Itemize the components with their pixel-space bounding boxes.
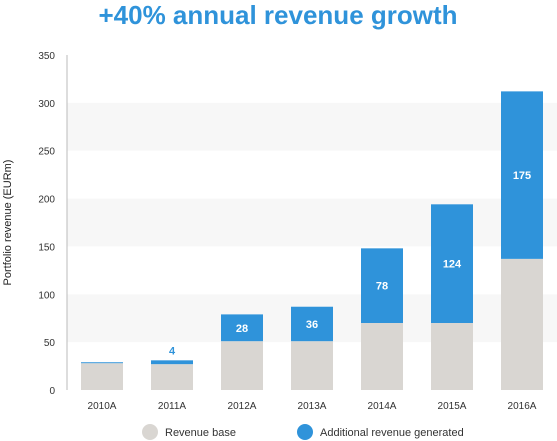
data-label: 78 (376, 281, 388, 293)
bar-revenue-base (431, 323, 473, 390)
chart-title: +40% annual revenue growth (98, 0, 457, 30)
y-tick-label: 0 (49, 386, 55, 397)
x-tick-label: 2016A (508, 401, 537, 412)
legend-label: Revenue base (165, 427, 236, 439)
x-tick-label: 2010A (88, 401, 117, 412)
data-label: 175 (513, 170, 531, 182)
data-label: 28 (236, 323, 248, 335)
y-tick-label: 50 (44, 338, 56, 349)
bar-additional-revenue (291, 306, 333, 342)
bar-additional-revenue (501, 91, 543, 259)
data-label: 4 (169, 345, 176, 357)
data-label: 124 (443, 259, 462, 271)
bar-additional-revenue (151, 360, 193, 365)
data-label: 36 (306, 319, 318, 331)
grid-band (67, 102, 557, 151)
y-tick-label: 350 (38, 51, 55, 62)
bar-additional-revenue (431, 204, 473, 323)
x-tick-label: 2011A (158, 401, 187, 412)
bar-additional-revenue (361, 248, 403, 323)
legend-label: Additional revenue generated (320, 427, 464, 439)
y-tick-label: 250 (38, 147, 55, 158)
y-tick-label: 100 (38, 290, 55, 301)
bar-revenue-base (81, 363, 123, 390)
y-tick-label: 200 (38, 195, 55, 206)
x-tick-label: 2012A (228, 401, 257, 412)
y-axis-label: Portfolio revenue (EURm) (2, 160, 14, 286)
bar-revenue-base (221, 341, 263, 390)
bar-revenue-base (361, 323, 403, 390)
bar-additional-revenue (81, 362, 123, 364)
grid-band (67, 198, 557, 247)
bar-revenue-base (501, 258, 543, 390)
bar-additional-revenue (221, 314, 263, 342)
y-tick-label: 150 (38, 242, 55, 253)
x-tick-label: 2014A (368, 401, 397, 412)
legend-swatch (297, 424, 313, 440)
x-tick-label: 2013A (298, 401, 327, 412)
bar-revenue-base (291, 341, 333, 390)
legend-swatch (142, 424, 158, 440)
bar-revenue-base (151, 364, 193, 390)
x-tick-label: 2015A (438, 401, 467, 412)
y-tick-label: 300 (38, 99, 55, 110)
